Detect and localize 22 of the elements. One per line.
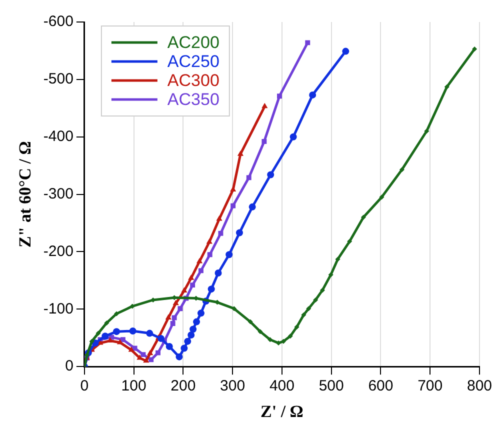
y-tick-label: -300 xyxy=(43,185,74,202)
y-tick-label: -500 xyxy=(43,70,74,88)
x-tick-label: 500 xyxy=(318,378,344,395)
x-tick-label: 200 xyxy=(170,378,196,395)
y-tick-label: -600 xyxy=(43,13,74,30)
legend-label: AC200 xyxy=(167,33,220,52)
x-tick-label: 800 xyxy=(466,378,492,395)
x-axis-title: Z' / Ω xyxy=(260,402,304,422)
x-tick-label: 100 xyxy=(121,378,146,395)
y-tick-label: -100 xyxy=(43,300,74,318)
legend-label: AC350 xyxy=(167,90,220,110)
x-tick-label: 600 xyxy=(368,378,394,395)
x-tick-label: 0 xyxy=(80,378,89,395)
x-tick-label: 300 xyxy=(220,378,246,395)
x-tick-label: 400 xyxy=(269,378,294,395)
y-tick-label: -200 xyxy=(43,242,74,260)
legend-label: AC250 xyxy=(167,52,220,72)
y-tick-label: 0 xyxy=(65,358,74,375)
legend-label: AC300 xyxy=(167,71,220,90)
x-tick-label: 700 xyxy=(418,378,443,395)
y-axis-title: Z" at 60°C / Ω xyxy=(16,141,35,248)
y-tick-label: -400 xyxy=(43,128,74,146)
